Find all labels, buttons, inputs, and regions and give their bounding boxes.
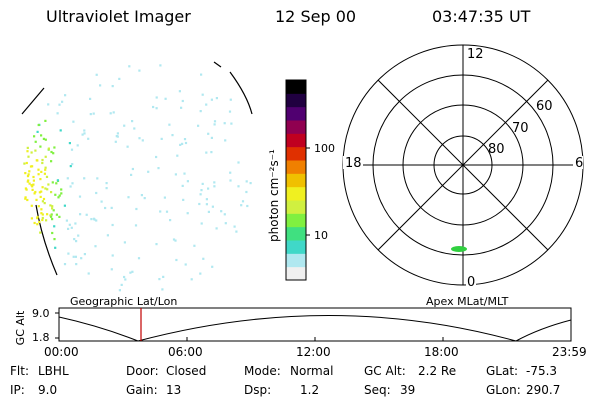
status-mode-label: Mode: xyxy=(244,364,281,378)
polar-emission-spot xyxy=(451,246,467,252)
image-limb-arcs xyxy=(21,61,253,276)
orbit-x-tick-1800: 18:00 xyxy=(424,345,459,359)
status-dsp-value: 1.2 xyxy=(300,383,320,397)
status-glat-value: -75.3 xyxy=(526,364,558,378)
colorbar-unit-label: photon cm⁻²s⁻¹ xyxy=(267,149,281,242)
colorbar-band xyxy=(286,266,306,281)
colorbar-tick-100: 100 xyxy=(314,142,335,155)
colorbar-band xyxy=(286,160,306,174)
colorbar-band xyxy=(286,80,306,94)
mlt-label-0: 0 xyxy=(467,275,475,290)
status-seq-label: Seq: xyxy=(364,383,391,397)
orbit-x-tick-1200: 12:00 xyxy=(296,345,331,359)
colorbar-band xyxy=(286,186,306,201)
colorbar-band xyxy=(286,213,306,228)
colorbar-band xyxy=(286,240,306,254)
status-ip-value: 9.0 xyxy=(38,383,58,397)
colorbar-band xyxy=(286,106,306,121)
status-ip-label: IP: xyxy=(10,383,25,397)
colorbar-band xyxy=(286,133,306,148)
colorbar-band xyxy=(286,173,306,188)
status-glon-label: GLon: xyxy=(486,383,521,397)
status-seq-value: 39 xyxy=(400,383,416,397)
app-title: Ultraviolet Imager xyxy=(46,7,191,26)
colorbar-band xyxy=(286,146,306,161)
orbit-x-tick-2359: 23:59 xyxy=(552,345,587,359)
status-gcalt-value: 2.2 Re xyxy=(418,364,457,378)
status-door-label: Door: xyxy=(126,364,159,378)
colorbar-band xyxy=(286,93,306,108)
status-door-value: Closed xyxy=(166,364,207,378)
header-time: 03:47:35 UT xyxy=(432,7,531,26)
colorbar: 100 10 photon cm⁻²s⁻¹ xyxy=(267,79,335,281)
colorbar-band xyxy=(286,120,306,134)
lat-label-80: 80 xyxy=(488,142,505,157)
status-dsp-label: Dsp: xyxy=(244,383,272,397)
colorbar-band xyxy=(286,253,306,268)
orbit-strip: GC Alt xyxy=(14,307,572,345)
mlt-label-12: 12 xyxy=(467,47,484,62)
status-gain-value: 13 xyxy=(166,383,182,397)
orbit-x-tick-0600: 06:00 xyxy=(168,345,203,359)
colorbar-band xyxy=(286,226,306,241)
header-date: 12 Sep 00 xyxy=(275,7,357,26)
orbit-y-tick-9: 9.0 xyxy=(32,307,50,320)
orbit-x-tick-0000: 00:00 xyxy=(44,345,79,359)
status-glat-label: GLat: xyxy=(486,364,519,378)
lat-label-70: 70 xyxy=(512,121,529,136)
orbit-y-tick-1-8: 1.8 xyxy=(32,331,50,344)
orbit-left-caption: Geographic Lat/Lon xyxy=(70,295,178,308)
mlt-label-6: 6 xyxy=(575,156,583,171)
colorbar-tick-10: 10 xyxy=(314,229,328,242)
status-mode-value: Normal xyxy=(290,364,334,378)
status-gcalt-label: GC Alt: xyxy=(364,364,406,378)
orbit-right-caption: Apex MLat/MLT xyxy=(426,295,509,308)
mlt-label-18: 18 xyxy=(345,156,362,171)
colorbar-band xyxy=(286,200,306,214)
polar-plot xyxy=(342,44,584,286)
status-gain-label: Gain: xyxy=(126,383,158,397)
lat-label-60: 60 xyxy=(536,99,553,114)
orbit-y-axis-title: GC Alt xyxy=(14,310,27,345)
status-flt-label: Flt: xyxy=(10,364,29,378)
status-glon-value: 290.7 xyxy=(526,383,561,397)
status-flt-value: LBHL xyxy=(38,364,69,378)
auroral-image xyxy=(23,64,252,292)
